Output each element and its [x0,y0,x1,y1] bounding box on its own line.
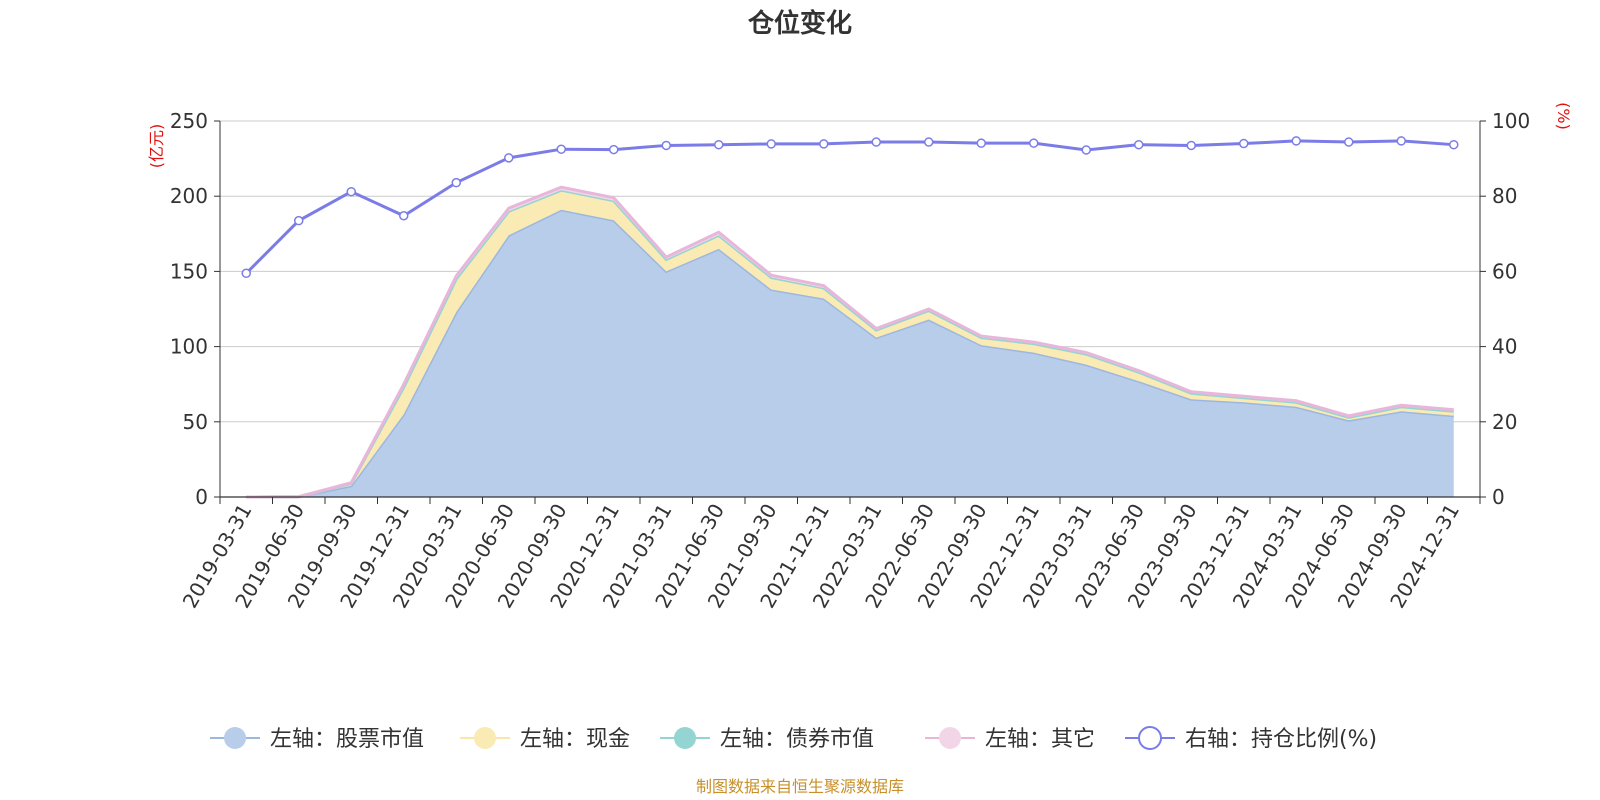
legend-label: 左轴：股票市值 [270,727,424,752]
legend-marker [474,727,496,749]
source-note: 制图数据来自恒生聚源数据库 [696,777,904,796]
right-axis-tick-label: 40 [1492,335,1517,359]
ratio-point [346,186,356,197]
chart-title: 仓位变化 [747,8,852,39]
ratio-point [609,144,619,155]
ratio-point [871,137,881,147]
ratio-point [451,177,461,188]
legend-label: 左轴：现金 [520,727,630,752]
left-axis-tick-label: 150 [170,259,208,283]
stacked-areas [246,185,1454,499]
right-axis-tick-label: 80 [1492,184,1517,208]
ratio-point [924,137,934,147]
left-axis-unit: (亿元) [147,124,166,169]
ratio-point [1029,138,1039,148]
ratio-point [766,139,776,149]
ratio-point [1081,145,1091,155]
area-edge-左轴：其它 [246,185,1454,499]
ratio-point [976,138,986,148]
right-axis-tick-label: 0 [1492,485,1505,509]
ratio-point [1291,136,1301,146]
legend-label: 右轴：持仓比例(%) [1185,727,1377,752]
ratio-point [399,211,409,221]
ratio-point [1344,137,1354,147]
ratio-point [1396,136,1406,146]
left-axis-tick-label: 50 [183,410,208,434]
ratio-point [819,139,829,149]
legend-marker [939,727,961,749]
ratio-point [241,268,251,279]
ratio-point [714,139,724,150]
line-series [245,139,1454,275]
right-axis-unit: (%) [1554,102,1573,130]
legend-label: 左轴：其它 [985,727,1095,752]
ratio-point [1449,139,1459,150]
legend-marker [224,727,246,749]
legend-marker [674,727,696,749]
ratio-point [294,215,304,226]
left-axis-tick-label: 200 [170,184,208,208]
right-axis-tick-label: 20 [1492,410,1517,434]
ratio-point [504,153,514,163]
left-axis-tick-label: 0 [195,485,208,509]
ratio-point [556,144,566,154]
area-左轴：股票市值 [246,209,1454,497]
right-axis-tick-label: 100 [1492,109,1530,133]
ratio-line [241,136,1459,279]
ratio-point [1186,140,1196,151]
ratio-point [661,140,671,151]
legend: 左轴：股票市值 左轴：现金 左轴：债券市值 左轴：其它 右轴：持仓比例(%) [210,726,1377,752]
right-axis-tick-label: 60 [1492,259,1517,283]
legend-label: 左轴：债券市值 [720,727,874,752]
left-axis-tick-label: 250 [170,109,208,133]
legend-marker [1138,726,1162,750]
ratio-point [1239,138,1249,149]
left-axis-tick-label: 100 [170,335,208,359]
ratio-point [1134,139,1144,150]
